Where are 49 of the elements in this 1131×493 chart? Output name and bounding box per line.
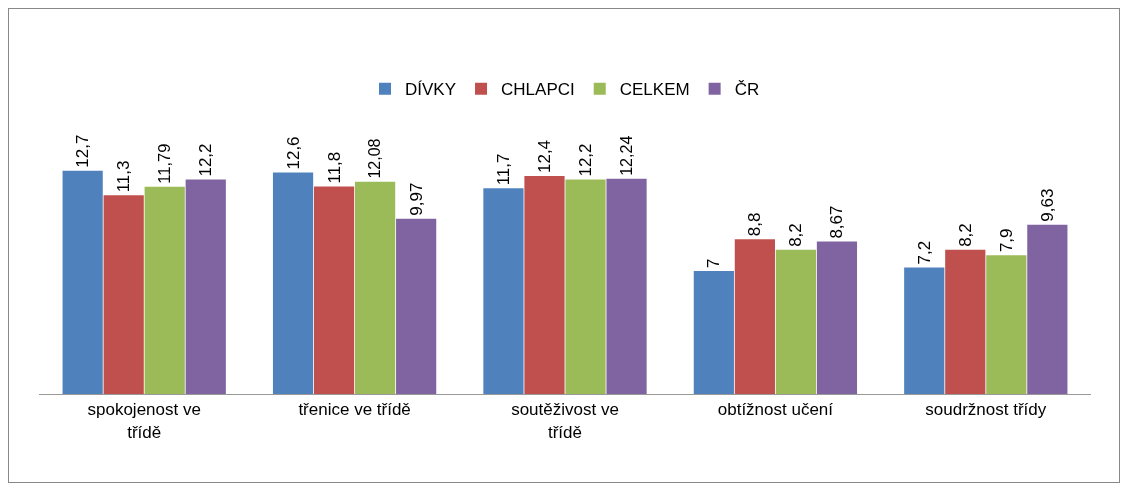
data-label: 11,3 xyxy=(114,160,134,193)
bar xyxy=(483,188,524,394)
data-label: 8,8 xyxy=(745,212,765,237)
data-label: 12,08 xyxy=(365,138,384,179)
data-label: 11,7 xyxy=(493,153,513,186)
bar xyxy=(775,249,817,394)
x-tick-label: soutěživost ve třídě xyxy=(511,400,619,442)
data-label: 12,4 xyxy=(534,139,554,174)
data-label: 12,7 xyxy=(73,134,93,168)
data-label: 9,63 xyxy=(1037,188,1057,222)
bar xyxy=(606,178,647,394)
data-label: 11,8 xyxy=(324,151,344,184)
bar xyxy=(272,172,314,394)
bar xyxy=(904,267,945,394)
bar xyxy=(693,270,734,394)
data-label: 8,67 xyxy=(827,205,847,239)
bar xyxy=(313,186,355,394)
x-tick-label: obtížnost učení xyxy=(717,400,834,420)
bar xyxy=(185,179,226,394)
data-label: 7,9 xyxy=(996,228,1016,253)
x-tick-label: třenice ve třídě xyxy=(298,400,411,420)
x-tick-label: spokojenost ve třídě xyxy=(87,400,201,442)
x-tick-label: soudržnost třídy xyxy=(925,400,1047,420)
bar xyxy=(1027,224,1068,394)
bar xyxy=(565,179,606,394)
data-label: 11,79 xyxy=(155,143,175,184)
bar xyxy=(734,239,775,394)
bar xyxy=(62,170,103,394)
bar xyxy=(986,255,1027,394)
data-label: 7,2 xyxy=(914,240,934,265)
data-label: 12,2 xyxy=(576,143,596,177)
bar xyxy=(816,241,858,394)
legend-label: ČR xyxy=(734,80,760,100)
data-label: 9,97 xyxy=(406,182,426,216)
legend-label: CELKEM xyxy=(619,80,690,100)
bar xyxy=(103,195,144,394)
data-label: 8,2 xyxy=(955,223,975,247)
bar xyxy=(355,181,396,394)
data-label: 12,2 xyxy=(196,143,216,177)
bar xyxy=(396,218,437,394)
data-label: 12,24 xyxy=(616,135,635,176)
legend-label: DÍVKY xyxy=(405,80,457,100)
bar xyxy=(144,186,185,394)
data-label: 7 xyxy=(704,258,724,268)
bar xyxy=(524,176,565,394)
data-label: 12,6 xyxy=(283,136,303,170)
bar xyxy=(945,249,986,394)
data-label: 8,2 xyxy=(786,223,806,247)
legend-label: CHLAPCI xyxy=(501,80,575,100)
